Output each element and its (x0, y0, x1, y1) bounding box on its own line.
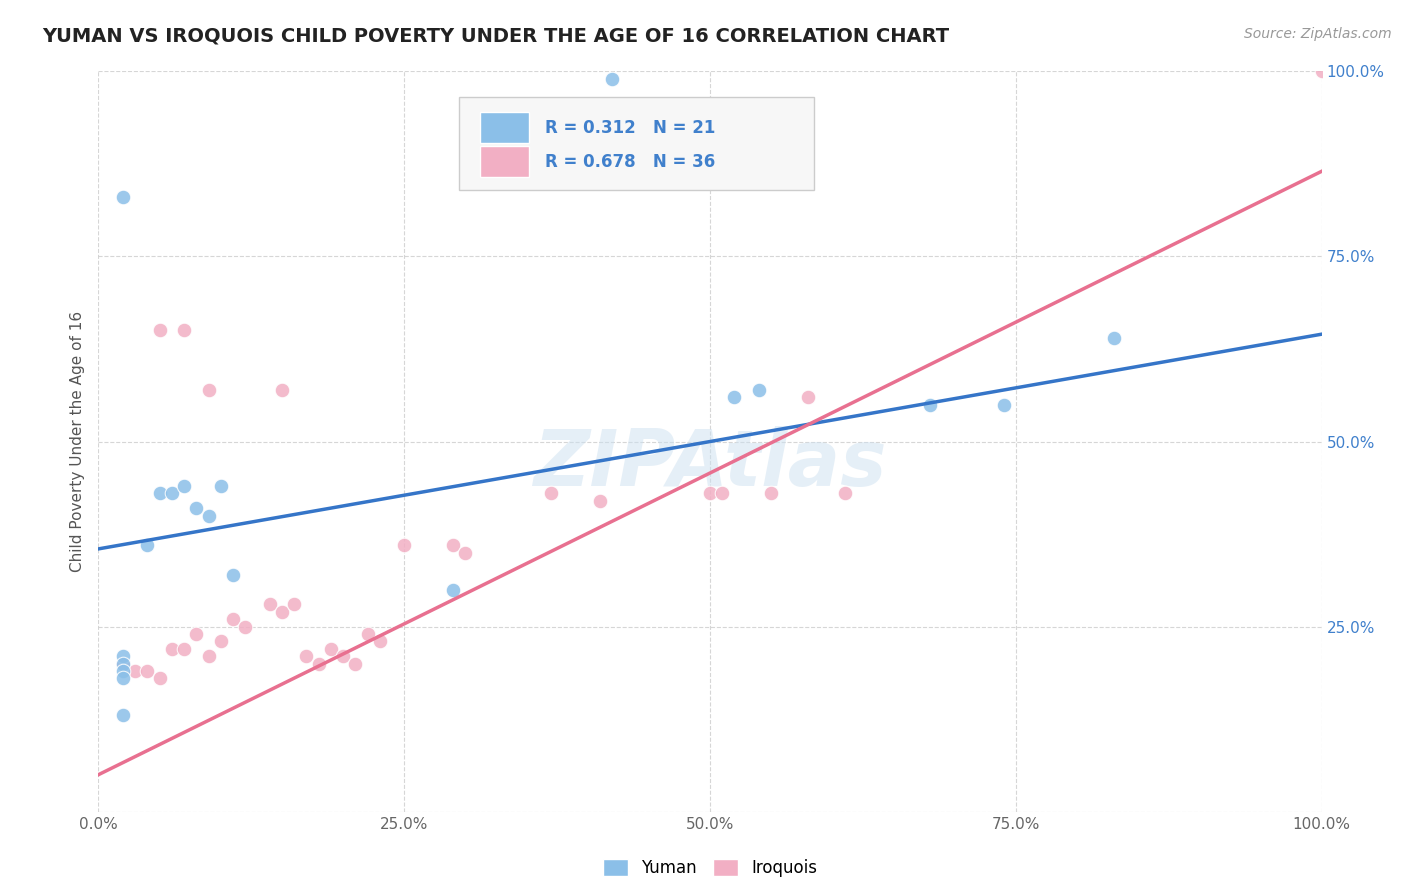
Point (209, 479, 232, 493)
Point (209, 634, 232, 648)
Point (111, 708, 134, 723)
Point (149, 324, 172, 338)
Point (136, 538, 159, 552)
Point (356, 627, 378, 641)
Point (723, 390, 745, 404)
Point (344, 657, 367, 671)
Point (222, 612, 245, 626)
Point (149, 486, 172, 500)
Point (295, 649, 318, 664)
Point (160, 486, 183, 500)
Legend: Yuman, Iroquois: Yuman, Iroquois (603, 859, 817, 878)
Point (111, 672, 134, 686)
Point (308, 657, 330, 671)
Point (283, 598, 305, 612)
Point (1310, 64, 1333, 78)
Point (920, 397, 942, 411)
Point (797, 390, 820, 404)
Point (149, 672, 172, 686)
Point (111, 649, 134, 664)
Point (186, 501, 208, 516)
Point (111, 657, 134, 671)
Text: YUMAN VS IROQUOIS CHILD POVERTY UNDER THE AGE OF 16 CORRELATION CHART: YUMAN VS IROQUOIS CHILD POVERTY UNDER TH… (42, 27, 949, 45)
Point (233, 619, 256, 633)
Text: Source: ZipAtlas.com: Source: ZipAtlas.com (1244, 27, 1392, 41)
Point (186, 627, 208, 641)
Point (160, 641, 183, 656)
Point (173, 479, 195, 493)
Point (124, 664, 146, 678)
Point (197, 508, 219, 523)
FancyBboxPatch shape (460, 97, 814, 190)
Point (699, 486, 721, 500)
Text: R = 0.312   N = 21: R = 0.312 N = 21 (546, 119, 716, 136)
Point (332, 649, 354, 664)
FancyBboxPatch shape (479, 146, 529, 178)
Point (748, 383, 770, 397)
Point (222, 567, 245, 582)
Point (589, 493, 612, 508)
Point (173, 641, 195, 656)
Point (441, 582, 464, 597)
Point (711, 486, 734, 500)
Point (197, 649, 219, 664)
Y-axis label: Child Poverty Under the Age of 16: Child Poverty Under the Age of 16 (70, 311, 86, 572)
Text: ZIPAtlas: ZIPAtlas (533, 425, 887, 502)
Point (392, 538, 416, 552)
Point (1102, 331, 1125, 345)
Point (761, 486, 783, 500)
Point (834, 486, 856, 500)
Point (259, 598, 281, 612)
Point (454, 546, 477, 560)
Point (111, 657, 134, 671)
Point (173, 324, 195, 338)
Point (600, 71, 623, 86)
Point (111, 190, 134, 204)
Point (270, 605, 294, 619)
Point (111, 664, 134, 678)
Point (270, 383, 294, 397)
Point (441, 538, 464, 552)
Point (540, 486, 562, 500)
Point (368, 634, 391, 648)
Point (993, 397, 1015, 411)
FancyBboxPatch shape (479, 112, 529, 144)
Text: R = 0.678   N = 36: R = 0.678 N = 36 (546, 153, 716, 170)
Point (136, 664, 159, 678)
Point (197, 383, 219, 397)
Point (319, 641, 342, 656)
